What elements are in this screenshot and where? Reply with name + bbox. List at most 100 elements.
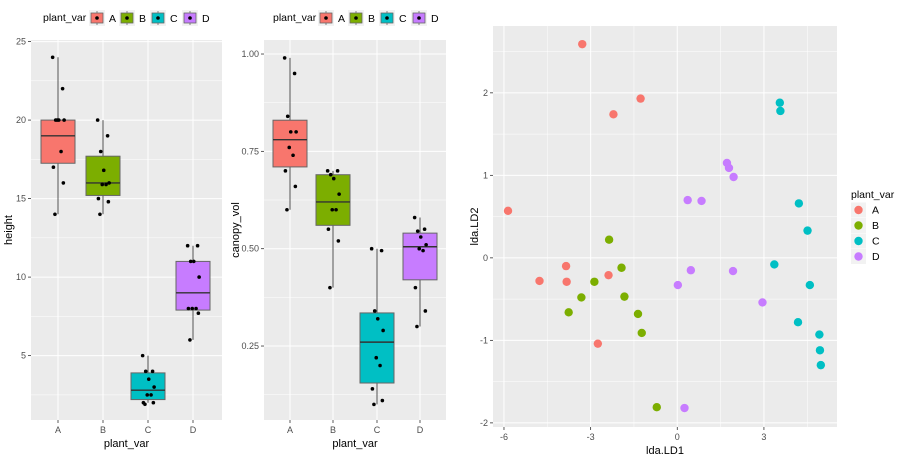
data-point xyxy=(195,243,200,248)
series-A xyxy=(503,39,645,348)
data-point xyxy=(370,387,375,391)
data-point xyxy=(188,259,193,264)
data-point xyxy=(285,207,289,212)
legend-label: A xyxy=(109,13,116,25)
data-point xyxy=(194,306,198,311)
data-point xyxy=(285,114,290,119)
data-point xyxy=(805,280,815,290)
y-tick-label: -2 xyxy=(480,418,488,428)
data-point xyxy=(412,215,417,220)
data-point xyxy=(415,229,420,233)
data-point xyxy=(590,277,599,286)
data-point xyxy=(50,55,55,60)
box-iqr xyxy=(272,119,308,168)
data-point xyxy=(794,199,804,208)
data-point xyxy=(372,402,376,407)
data-point xyxy=(378,363,382,368)
data-point xyxy=(152,385,156,389)
legend-key-point xyxy=(354,16,358,20)
data-point xyxy=(816,360,826,370)
data-point xyxy=(724,163,734,173)
data-point xyxy=(101,168,106,173)
box-A xyxy=(272,56,308,212)
data-point xyxy=(775,98,785,107)
data-point xyxy=(107,181,111,185)
data-point xyxy=(294,130,298,134)
x-tick-label: A xyxy=(55,425,61,435)
data-point xyxy=(335,169,340,173)
y-tick-label: 0 xyxy=(483,253,488,263)
y-tick-label: 5 xyxy=(21,351,26,361)
data-point xyxy=(331,176,336,181)
data-point xyxy=(334,207,338,212)
boxplot-panel-2: 0.250.500.751.00A B C Dplant_varcanopy_volp… xyxy=(230,10,446,450)
legend-label: C xyxy=(170,13,178,25)
data-point xyxy=(423,309,428,313)
box-iqr xyxy=(315,174,351,226)
data-point xyxy=(288,130,293,134)
plot-panel-background xyxy=(493,26,837,427)
legend-key-point xyxy=(854,236,863,246)
data-point xyxy=(415,324,419,329)
data-point xyxy=(421,248,425,253)
data-point xyxy=(143,369,148,374)
data-point xyxy=(336,239,341,243)
y-tick-label: 1.00 xyxy=(241,49,259,59)
data-point xyxy=(190,306,195,311)
legend-label: B xyxy=(368,13,375,25)
data-point xyxy=(770,260,779,269)
data-point xyxy=(652,402,661,412)
data-point xyxy=(593,339,603,348)
data-point xyxy=(413,285,418,290)
box-B xyxy=(315,169,351,290)
data-point xyxy=(106,199,111,204)
data-point xyxy=(697,196,706,206)
data-point xyxy=(325,169,330,173)
legend-key-point xyxy=(95,16,99,20)
data-point xyxy=(292,71,297,76)
box-A xyxy=(40,55,76,217)
data-point xyxy=(151,400,156,405)
legend-key-point xyxy=(854,252,863,261)
data-point xyxy=(577,293,586,302)
data-point xyxy=(803,226,812,235)
data-point xyxy=(422,227,427,232)
data-point xyxy=(191,259,196,264)
data-point xyxy=(728,266,738,276)
data-point xyxy=(633,309,643,319)
box-iqr xyxy=(359,312,395,384)
y-tick-label: 15 xyxy=(16,194,26,204)
legend-label: A xyxy=(872,205,879,217)
legend-label: C xyxy=(872,236,880,248)
data-point xyxy=(561,261,571,271)
data-point xyxy=(95,118,100,122)
x-axis-title: plant_var xyxy=(332,438,378,450)
x-tick-label: 3 xyxy=(761,432,766,442)
data-point xyxy=(100,182,105,187)
data-point xyxy=(59,149,63,154)
data-point xyxy=(380,398,385,403)
legend: plant_var A B C D xyxy=(273,10,439,26)
data-point xyxy=(374,355,379,360)
data-point xyxy=(815,330,824,339)
legend-key-point xyxy=(156,16,160,20)
data-point xyxy=(673,280,683,290)
data-point xyxy=(535,276,544,286)
x-axis-title: lda.LD1 xyxy=(646,445,684,456)
data-point xyxy=(562,277,571,286)
data-point xyxy=(381,328,385,333)
data-point xyxy=(776,106,785,116)
data-point xyxy=(98,149,103,154)
legend-key-point xyxy=(125,16,129,20)
box-B xyxy=(85,118,121,217)
y-tick-label: 25 xyxy=(16,37,26,47)
legend-key-point xyxy=(324,16,328,20)
legend-key-point xyxy=(188,16,192,20)
data-point xyxy=(283,169,288,173)
x-axis-title: plant_var xyxy=(104,438,150,450)
data-point xyxy=(379,248,384,253)
box-C xyxy=(359,246,395,407)
data-point xyxy=(683,195,692,205)
y-tick-label: 0.25 xyxy=(241,341,259,351)
